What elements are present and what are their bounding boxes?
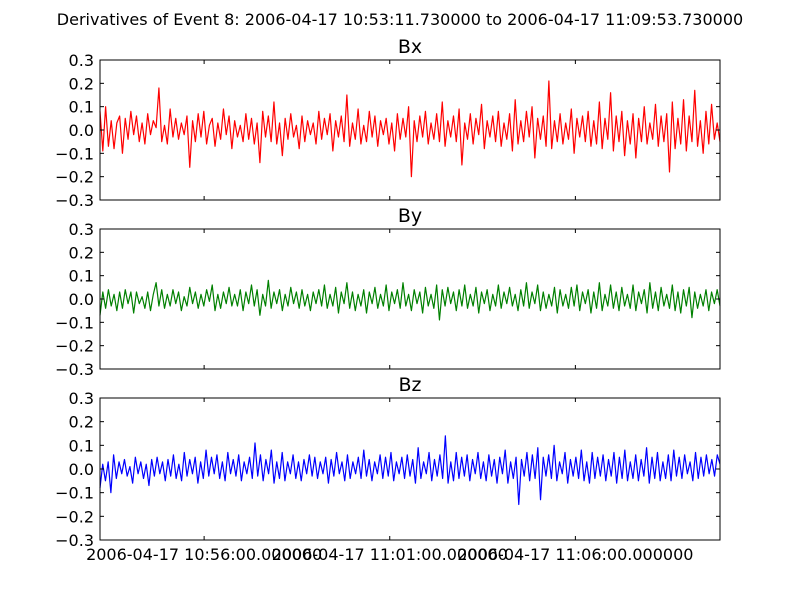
x-tick-label: 2006-04-17 11:06:00.000000 [457,545,693,564]
y-tick-label: 0.1 [69,436,94,455]
subplot-title: Bz [398,374,421,396]
x-tick-label: 2006-04-17 11:01:00.000000 [272,545,508,564]
y-tick-label: 0.2 [69,74,94,93]
series-line-by [99,279,721,321]
y-tick-label: 0.0 [69,460,94,479]
subplot-bx: Bx 0.3 0.2 0.1 0.0 −0.1 −0.2 −0.3 [55,36,721,210]
y-tick-label: −0.2 [55,337,94,356]
subplot-title: By [398,205,422,227]
figure-suptitle: Derivatives of Event 8: 2006-04-17 10:53… [57,10,743,29]
y-tick-label: −0.1 [55,484,94,503]
series-line-bx [99,80,721,178]
y-tick-label: −0.2 [55,507,94,526]
y-tick-label: 0.1 [69,98,94,117]
y-tick-label: −0.1 [55,313,94,332]
y-tick-label: −0.2 [55,168,94,187]
y-tick-label: −0.3 [55,531,94,550]
y-tick-label: 0.1 [69,267,94,286]
y-tick-label: −0.1 [55,144,94,163]
y-tick-label: 0.0 [69,290,94,309]
y-tick-label: 0.3 [69,51,94,70]
x-tick-label: 2006-04-17 10:56:00.000000 [86,545,322,564]
series-line-bz [99,435,721,506]
subplot-title: Bx [398,36,422,58]
subplots: Bx 0.3 0.2 0.1 0.0 −0.1 −0.2 −0.3 By 0.3 0.2 0.1 0.0… [55,36,721,564]
y-tick-label: 0.2 [69,243,94,262]
y-tick-label: −0.3 [55,191,94,210]
subplot-by: By 0.3 0.2 0.1 0.0 −0.1 −0.2 −0.3 [55,205,721,379]
y-tick-label: −0.3 [55,360,94,379]
y-tick-label: 0.3 [69,220,94,239]
y-tick-label: 0.2 [69,413,94,432]
y-tick-label: 0.3 [69,389,94,408]
y-tick-label: 0.0 [69,121,94,140]
